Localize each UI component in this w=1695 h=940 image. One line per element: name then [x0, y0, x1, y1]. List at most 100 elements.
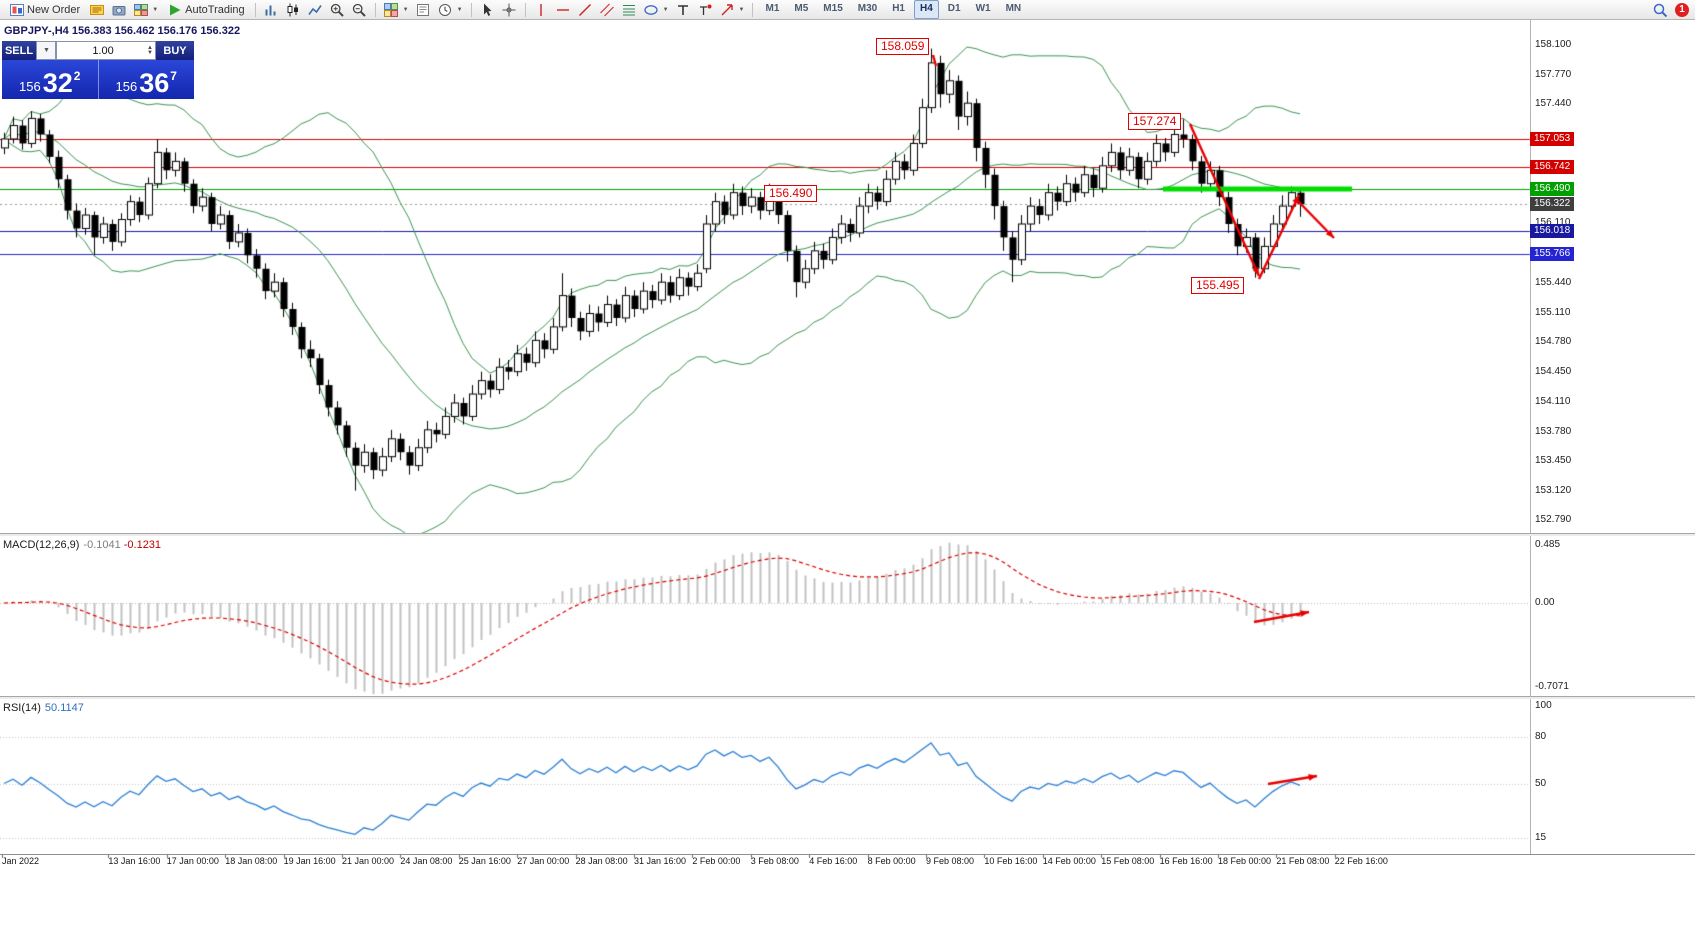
notification-badge[interactable]: 1 — [1675, 2, 1689, 17]
macd-main-value: -0.1041 — [83, 539, 121, 551]
chart-canvas[interactable] — [0, 20, 1695, 870]
time-axis-label: 17 Jan 00:00 — [166, 856, 219, 866]
line-chart-icon — [308, 2, 323, 17]
chart-annotation[interactable]: 155.495 — [1191, 277, 1245, 294]
autotrading-label: AutoTrading — [185, 3, 245, 16]
candlestick-button[interactable] — [283, 0, 304, 20]
zoom-in-button[interactable] — [327, 0, 348, 20]
buy-price-sup: 7 — [170, 69, 177, 83]
chevron-down-icon: ▼ — [43, 47, 50, 54]
price-tick-label: 154.110 — [1535, 396, 1571, 408]
new-order-button[interactable]: New Order — [4, 0, 85, 20]
symbol-ohlc-label: GBPJPY-,H4 156.383 156.462 156.176 156.3… — [4, 25, 241, 37]
cursor-icon — [480, 2, 495, 17]
channel-button[interactable] — [597, 0, 618, 20]
macd-signal-value: -0.1231 — [123, 539, 162, 551]
time-axis-label: 24 Jan 08:00 — [400, 856, 453, 866]
price-line-badge: 155.766 — [1530, 246, 1575, 261]
time-axis-label: Jan 2022 — [2, 856, 40, 866]
templates-icon — [416, 2, 431, 17]
time-axis-label: 10 Feb 16:00 — [984, 856, 1038, 866]
price-tick-label: 155.440 — [1535, 277, 1572, 289]
metaeditor-icon — [89, 2, 104, 17]
label-button[interactable] — [695, 0, 716, 20]
periods-button[interactable]: ▼ — [435, 0, 466, 20]
timeframe-h4[interactable]: H4 — [914, 0, 939, 19]
text-button[interactable] — [673, 0, 694, 20]
price-tick-label: 154.450 — [1535, 365, 1572, 377]
chevron-down-icon: ▼ — [738, 6, 745, 13]
price-axis[interactable]: 158.100157.770157.440156.440156.110155.4… — [1530, 20, 1695, 855]
line-chart-button[interactable] — [305, 0, 326, 20]
macd-axis-label: -0.7071 — [1535, 681, 1569, 693]
pane-splitter-macd[interactable] — [0, 533, 1695, 536]
buy-price-big: 36 — [139, 68, 170, 99]
timeframe-group: M1 M5 M15 M30 H1 H4 D1 W1 MN — [758, 0, 1028, 19]
one-click-header-row: SELL ▼ 1.00 ▲ ▼ BUY — [2, 41, 194, 60]
timeframe-m15[interactable]: M15 — [823, 3, 843, 14]
crosshair-button[interactable] — [499, 0, 520, 20]
sell-price-big: 32 — [42, 68, 73, 99]
pane-splitter-rsi[interactable] — [0, 696, 1695, 699]
fibonacci-button[interactable] — [619, 0, 640, 20]
toolbar-separator — [752, 2, 754, 17]
snapshot-button[interactable] — [108, 0, 129, 20]
bid-price-badge: 156.322 — [1530, 197, 1575, 212]
shapes-button[interactable]: ▼ — [641, 0, 672, 20]
zoom-out-button[interactable] — [349, 0, 370, 20]
volume-field[interactable]: 1.00 ▲ ▼ — [56, 41, 156, 60]
horizontal-line-button[interactable] — [553, 0, 574, 20]
rsi-axis-label: 80 — [1535, 731, 1547, 742]
sell-button[interactable]: SELL — [2, 41, 36, 60]
file-icon-group: ▼ — [86, 0, 161, 20]
arrows-button[interactable]: ▼ — [717, 0, 748, 20]
trendline-button[interactable] — [575, 0, 596, 20]
vertical-line-button[interactable] — [531, 0, 552, 20]
rsi-value: 50.1147 — [44, 702, 84, 714]
sell-price-display[interactable]: 156 32 2 — [2, 60, 98, 99]
autotrading-play-icon — [167, 2, 182, 17]
timeframe-w1[interactable]: W1 — [975, 3, 991, 14]
price-tick-label: 156.110 — [1535, 217, 1571, 229]
spinner-down-icon[interactable]: ▼ — [147, 49, 153, 56]
metaeditor-button[interactable] — [86, 0, 107, 20]
spinner-up-icon[interactable]: ▲ — [147, 44, 153, 51]
timeframe-m30[interactable]: M30 — [857, 3, 878, 14]
layouts-button[interactable]: ▼ — [130, 0, 161, 20]
buy-button[interactable]: BUY — [156, 41, 194, 60]
timeframe-m1[interactable]: M1 — [765, 3, 780, 14]
timeframe-m5[interactable]: M5 — [794, 3, 809, 14]
trendline-icon — [578, 2, 593, 17]
bar-chart-button[interactable] — [261, 0, 282, 20]
timeframe-h1[interactable]: H1 — [892, 3, 905, 14]
shapes-icon — [644, 2, 659, 17]
autotrading-button[interactable]: AutoTrading — [162, 0, 250, 20]
rsi-axis-label: 50 — [1535, 777, 1547, 789]
time-axis-border — [0, 854, 1695, 855]
rsi-axis-label: 15 — [1535, 831, 1547, 843]
templates-button[interactable] — [413, 0, 434, 20]
chart-annotation[interactable]: 158.059 — [876, 38, 930, 55]
horizontal-line-icon — [556, 2, 571, 17]
time-axis-label: 28 Jan 08:00 — [575, 856, 628, 866]
chevron-down-icon: ▼ — [402, 6, 409, 13]
volume-value[interactable]: 1.00 — [92, 44, 114, 57]
time-axis[interactable]: Jan 2022 13 Jan 16:00 17 Jan 00:00 18 Jan 0… — [0, 856, 1695, 870]
timeframe-d1[interactable]: D1 — [947, 3, 961, 14]
timeframe-mn[interactable]: MN — [1005, 3, 1022, 14]
sell-price-sup: 2 — [73, 69, 81, 83]
rsi-label: RSI(14) 50.1147 — [3, 702, 84, 714]
search-button[interactable] — [1649, 0, 1670, 20]
buy-price-display[interactable]: 156 36 7 — [99, 60, 195, 99]
volume-preset-dropdown[interactable]: ▼ — [36, 41, 56, 60]
price-tick-label: 154.780 — [1535, 336, 1572, 348]
tile-windows-icon — [384, 2, 399, 17]
chart-annotation[interactable]: 156.490 — [764, 185, 818, 202]
tile-windows-button[interactable]: ▼ — [381, 0, 412, 20]
time-axis-label: 25 Jan 16:00 — [458, 856, 511, 866]
chart-annotation[interactable]: 157.274 — [1128, 113, 1182, 130]
volume-spinner[interactable]: ▲ ▼ — [147, 44, 153, 56]
label-icon — [698, 2, 713, 17]
price-line-badge: 156.742 — [1530, 159, 1575, 174]
cursor-button[interactable] — [477, 0, 498, 20]
